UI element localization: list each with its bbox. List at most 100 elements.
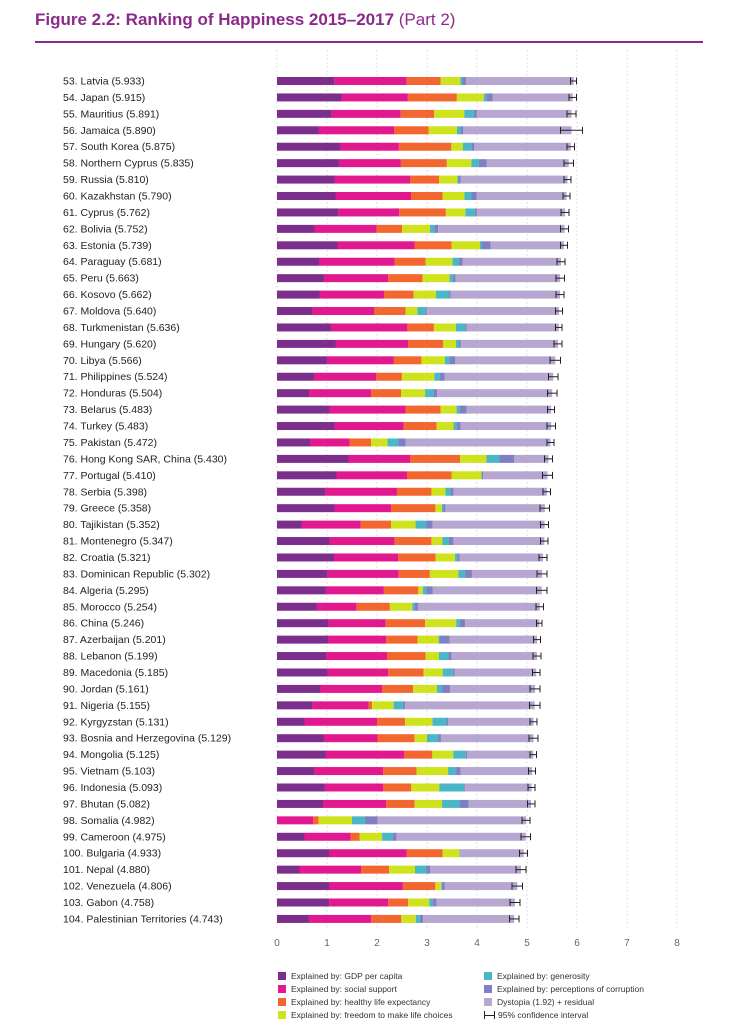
country-label: 76. Hong Kong SAR, China (5.430) [63,453,227,465]
bar-segment-dystopia [455,356,556,365]
bar-segment-generosity [352,816,366,825]
bar-segment-freedom [439,175,458,184]
bar-segment-generosity [483,93,487,102]
bar-segment-health [406,849,443,858]
bar-segment-social [329,898,389,907]
bar-segment-health [404,750,433,759]
bar-segment-corruption [499,454,514,463]
bar-segment-dystopia [405,438,551,447]
bar-segment-gdp [277,832,305,841]
bar-segment-health [377,717,406,726]
bar-segment-social [324,783,384,792]
bar-segment-freedom [440,405,457,414]
bar-segment-generosity [432,717,447,726]
bar-segment-corruption [440,635,450,644]
bar-segment-dystopia [448,717,534,726]
legend-item-corruption: Explained by: perceptions of corruption [484,984,644,994]
bar-segment-gdp [277,208,339,217]
bar-segment-dystopia [460,422,552,431]
bar-segment-gdp [277,849,330,858]
bar-segment-social [338,159,401,168]
bar-segment-gdp [277,356,327,365]
bar-segment-dystopia [454,668,537,677]
country-label: 86. China (5.246) [63,618,144,630]
bar-segment-generosity [437,684,443,693]
bar-segment-generosity [382,832,393,841]
bar-segment-corruption [474,208,477,217]
country-label: 53. Latvia (5.933) [63,76,145,88]
bar-segment-gdp [277,274,325,283]
bar-segment-dystopia [451,652,537,661]
bar-segment-freedom [425,257,453,266]
bar-segment-freedom [451,471,482,480]
bar-segment-gdp [277,257,320,266]
country-label: 98. Somalia (4.982) [63,815,155,827]
bar-segment-gdp [277,520,302,529]
bar-segment-gdp [277,783,325,792]
bar-segment-dystopia [445,504,545,513]
bar-segment-dystopia [444,882,518,891]
bar-segment-health [399,208,446,217]
bar-segment-social [335,192,411,201]
bar-segment-health [407,93,457,102]
bar-segment-dystopia [453,487,547,496]
bar-segment-social [334,504,391,513]
country-label: 63. Estonia (5.739) [63,240,152,252]
country-label: 69. Hungary (5.620) [63,338,156,350]
bar-segment-gdp [277,159,339,168]
country-label: 83. Dominican Republic (5.302) [63,568,210,580]
bar-segment-health [394,537,432,546]
bar-segment-freedom [413,290,437,299]
bar-segment-gdp [277,389,310,398]
bar-segment-gdp [277,339,336,348]
x-tick-label: 2 [374,938,380,949]
bar-segment-corruption [449,290,451,299]
bar-segment-health [371,389,402,398]
bar-segment-health [394,257,426,266]
bar-segment-gdp [277,93,342,102]
legend-swatch-corruption [484,985,492,993]
bar-segment-generosity [415,520,427,529]
country-label: 64. Paraguay (5.681) [63,256,162,268]
bar-segment-health [383,783,412,792]
happiness-chart: 53. Latvia (5.933) 54. Japan (5.915) 55. M… [63,50,680,949]
bar-segment-corruption [471,142,475,151]
bar-segment-dystopia [465,783,532,792]
bar-segment-dystopia [471,569,543,578]
bar-segment-corruption [471,192,477,201]
country-label: 71. Philippines (5.524) [63,371,167,383]
bar-segment-freedom [445,208,466,217]
legend-label: Explained by: generosity [497,971,590,981]
bar-segment-freedom [414,799,443,808]
bar-segment-dystopia [432,520,545,529]
bar-segment-social [323,734,378,743]
x-tick-label: 0 [274,938,280,949]
bar-segment-gdp [277,602,317,611]
bar-segment-dystopia [514,454,549,463]
bar-segment-corruption [461,126,463,135]
bar-segment-gdp [277,684,321,693]
x-tick-label: 5 [524,938,530,949]
bar-segment-health [374,307,406,316]
bar-segment-gdp [277,504,335,513]
bar-segment-freedom [433,323,456,332]
bar-segment-corruption [426,520,433,529]
bar-segment-social [314,224,377,233]
bar-segment-dystopia [430,865,521,874]
bar-segment-social [325,750,405,759]
bar-segment-gdp [277,914,309,923]
country-label: 100. Bulgaria (4.933) [63,848,161,860]
bar-segment-gdp [277,701,313,710]
bar-segment-health [410,175,439,184]
bar-segment-dystopia [459,553,544,562]
country-label: 58. Northern Cyprus (5.835) [63,158,194,170]
bar-segment-social [338,208,400,217]
bar-segment-health [398,569,430,578]
legend-item-health: Explained by: healthy life expectancy [278,997,430,1007]
x-axis-ticks: 0 1 2 3 4 5 6 7 8 [274,938,680,949]
bar-segment-corruption [419,914,424,923]
country-label: 89. Macedonia (5.185) [63,667,168,679]
legend-item-generosity: Explained by: generosity [484,971,590,981]
title-rule [35,41,703,43]
bar-segment-dystopia [436,898,515,907]
